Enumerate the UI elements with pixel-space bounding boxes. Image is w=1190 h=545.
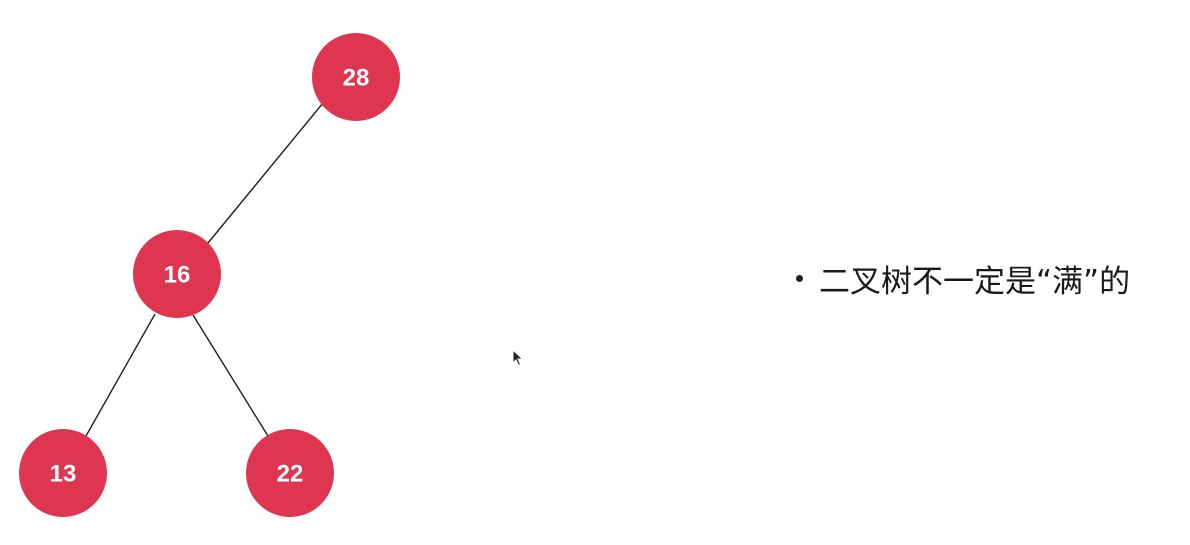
- bullet-item: 二叉树不一定是“满”的: [796, 256, 1130, 301]
- tree-node-label: 16: [164, 262, 191, 289]
- tree-node-label: 22: [277, 461, 304, 488]
- tree-node-label: 28: [343, 65, 370, 92]
- tree-edge-28-16: [207, 102, 324, 244]
- tree-edge-16-13: [85, 313, 156, 437]
- bullet-dot-icon: [796, 275, 803, 282]
- mouse-pointer-icon: [512, 349, 524, 367]
- tree-edge-16-22: [192, 314, 269, 437]
- tree-node-13: 13: [19, 429, 107, 517]
- bullet-text: 二叉树不一定是“满”的: [819, 264, 1131, 300]
- tree-node-16: 16: [133, 230, 221, 318]
- tree-node-label: 13: [50, 461, 77, 488]
- tree-node-circle: [246, 429, 334, 517]
- tree-node-22: 22: [246, 429, 334, 517]
- tree-node-28: 28: [312, 33, 400, 121]
- tree-node-circle: [312, 33, 400, 121]
- tree-node-circle: [19, 429, 107, 517]
- tree-node-circle: [133, 230, 221, 318]
